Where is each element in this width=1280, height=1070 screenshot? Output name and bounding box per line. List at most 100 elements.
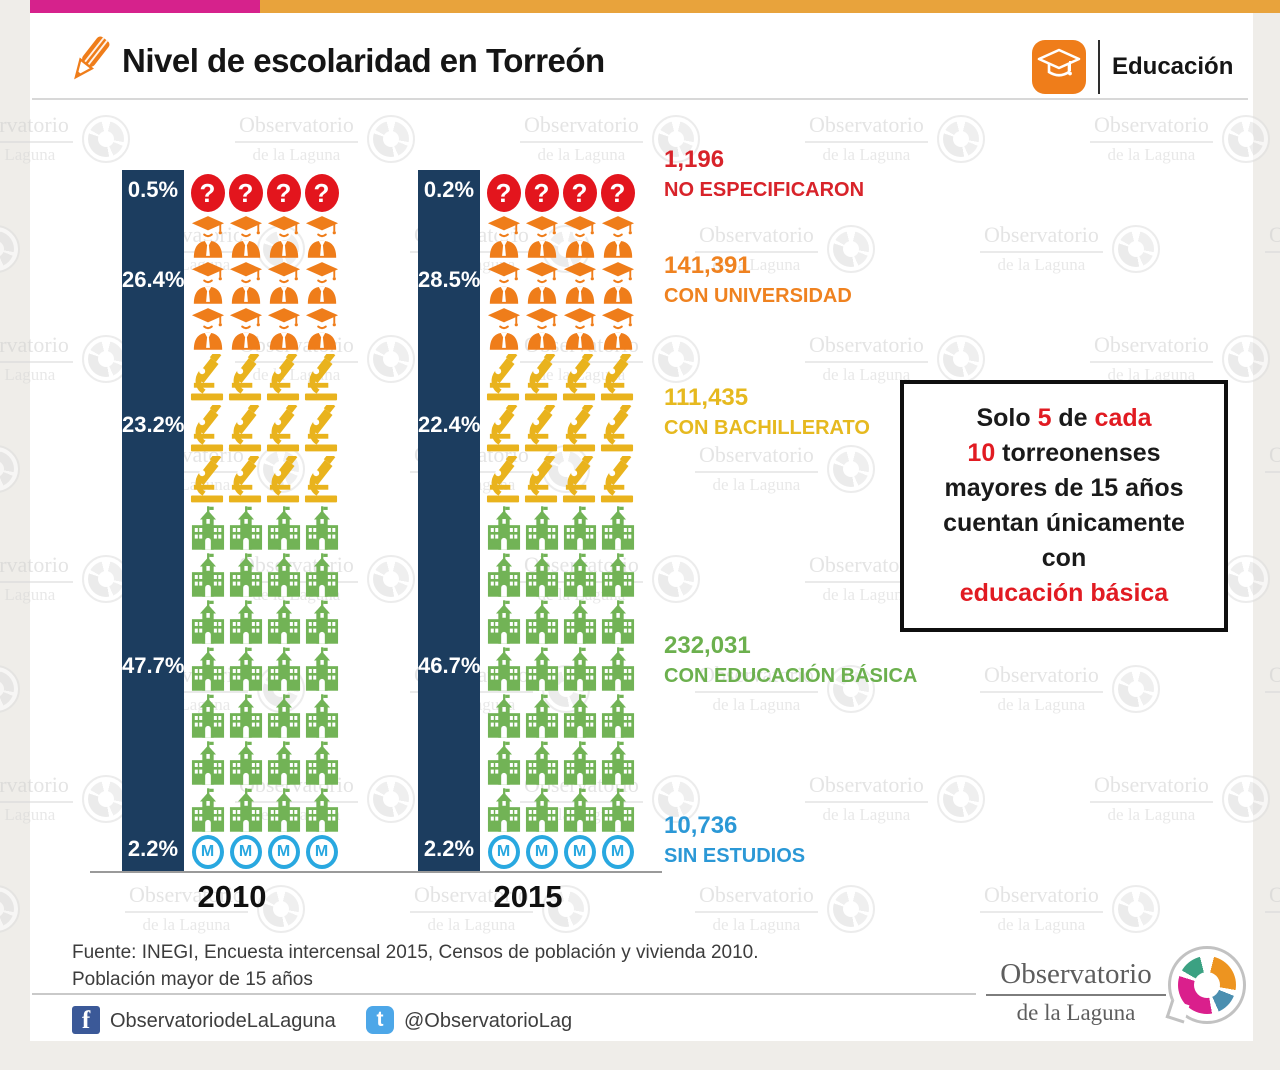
watermark-bubble-icon [366,334,415,383]
graduate-icon [524,304,559,350]
pictogram-row [190,452,344,503]
watermark: Observatorio de la Laguna [125,882,305,935]
graduate-icon [228,258,263,304]
school-icon [524,597,559,644]
pictogram-row [486,691,640,738]
microscope-icon [266,401,301,452]
school-icon [486,644,521,691]
watermark: Observatorio de la Laguna [805,112,985,165]
school-icon [266,503,301,550]
graduate-icon [524,258,559,304]
legend-item: 232,031 CON EDUCACIÓN BÁSICA [664,632,994,688]
school-icon [228,550,263,597]
watermark-bubble-icon [826,884,875,933]
graduate-icon [304,304,339,350]
graduate-icon [190,258,225,304]
school-icon [524,738,559,785]
school-icon [600,785,635,832]
legend-item: 1,196 NO ESPECIFICARON [664,146,994,202]
school-icon [228,785,263,832]
school-icon [190,785,225,832]
watermark-bubble-icon [541,884,590,933]
watermark: Observatorio de la Laguna [0,222,20,275]
watermark-bubble-icon [366,114,415,163]
graduate-icon [486,304,521,350]
pictogram-row [190,258,344,304]
watermark-bubble-icon [936,114,985,163]
header-rule [32,98,1248,100]
legend-label: NO ESPECIFICARON [664,179,865,201]
school-icon [304,597,339,644]
microscope-icon [228,452,263,503]
graduate-icon [600,304,635,350]
twitter-icon[interactable]: t [366,1006,394,1034]
education-badge-icon [1032,40,1086,94]
header-divider [1098,40,1100,94]
microscope-icon [486,401,521,452]
watermark-bubble-icon [81,774,130,823]
watermark-bubble-icon [826,444,875,493]
footer-rule [32,993,976,995]
watermark-bubble-icon [826,664,875,713]
watermark-bubble-icon [651,554,700,603]
school-icon [524,691,559,738]
graduate-icon [486,212,521,258]
legend-count: 111,435 [664,384,749,411]
school-icon [304,644,339,691]
school-icon [524,644,559,691]
school-icon [562,738,597,785]
school-icon [266,785,301,832]
watermark-bubble-icon [0,884,20,933]
watermark: Observatorio de la Laguna [410,882,590,935]
school-icon [524,503,559,550]
pictogram-row [486,644,640,691]
bar-percent-label: 47.7% [122,653,185,678]
school-icon [190,503,225,550]
stripe-orange-segment [260,0,1280,13]
source-line-2: Población mayor de 15 años [72,969,313,990]
pictogram-row [190,550,344,597]
facebook-icon[interactable]: f [72,1006,100,1034]
watermark-bubble-icon [0,224,20,273]
watermark-bubble-icon [936,774,985,823]
twitter-handle[interactable]: @ObservatorioLag [404,1010,573,1032]
school-icon [562,691,597,738]
watermark: Observatorio de la Laguna [235,332,415,385]
watermark-bubble-icon [936,334,985,383]
graduation-cap-icon [1037,48,1081,77]
question-icon: ? [266,170,301,212]
watermark: Observatorio de la Laguna [235,112,415,165]
year-label-2015: 2015 [493,879,563,914]
school-icon [190,550,225,597]
school-icon [600,550,635,597]
school-icon [304,691,339,738]
question-icon: ? [524,170,559,212]
microscope-icon [562,401,597,452]
legend-item: 141,391 CON UNIVERSIDAD [664,252,994,308]
pictogram-row [190,691,344,738]
school-icon [190,738,225,785]
no-studies-icon: M [486,832,521,869]
pictogram-row [486,738,640,785]
school-icon [304,785,339,832]
watermark: Observatorio de la Laguna [0,552,130,605]
graduate-icon [600,258,635,304]
graduate-icon [562,258,597,304]
microscope-icon [524,350,559,401]
microscope-icon [562,452,597,503]
watermark-bubble-icon [1111,884,1160,933]
school-icon [524,550,559,597]
school-icon [486,550,521,597]
bar-percent-label: 0.2% [423,177,475,202]
watermark-bubble-icon [1221,334,1270,383]
facebook-handle[interactable]: ObservatoriodeLaLaguna [110,1010,336,1032]
bar-percent-label: 23.2% [122,412,185,437]
microscope-icon [304,401,339,452]
watermark: Observatorio de la Laguna [1265,882,1280,935]
pictogram-row [190,401,344,452]
legend-count: 10,736 [664,812,738,839]
pictogram-row [190,738,344,785]
